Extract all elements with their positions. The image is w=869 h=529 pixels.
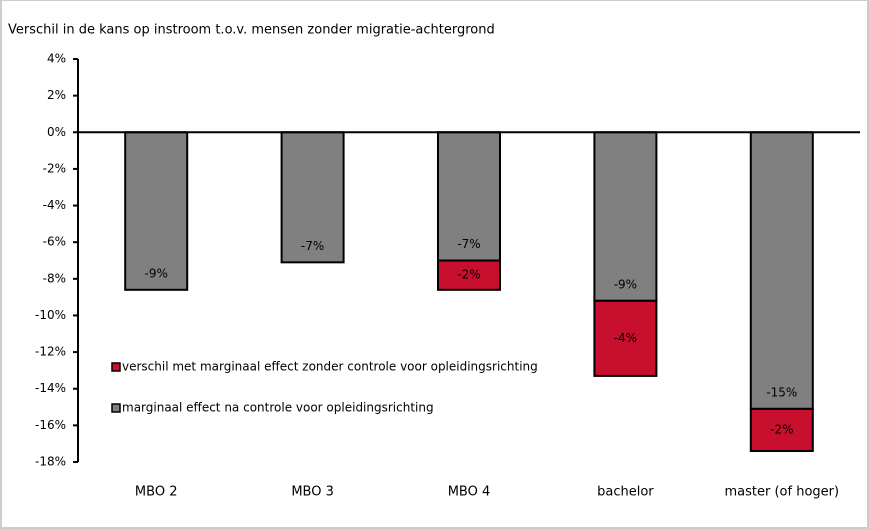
x-tick-label: MBO 3: [291, 485, 334, 500]
bar-segment: [749, 407, 814, 453]
y-tick-label: 0%: [47, 125, 66, 139]
bar-segment: [437, 259, 501, 291]
y-tick-label: -4%: [43, 198, 66, 212]
value-label: -2%: [457, 268, 480, 282]
bar-segment: [437, 131, 501, 262]
y-tick-label: -10%: [35, 308, 66, 322]
legend-swatch: [111, 403, 121, 413]
legend-swatch: [111, 362, 121, 372]
x-tick-label: MBO 4: [448, 485, 491, 500]
y-tick-label: -2%: [43, 161, 66, 175]
value-label: -9%: [145, 266, 168, 280]
value-label: -2%: [770, 422, 793, 436]
y-tick-label: -6%: [43, 235, 66, 249]
legend-label: verschil met marginaal effect zonder con…: [122, 360, 538, 374]
bar-segment: [749, 131, 814, 410]
y-tick-label: 2%: [47, 88, 66, 102]
x-tick-label: bachelor: [597, 485, 654, 500]
axis-title: Verschil in de kans op instroom t.o.v. m…: [8, 23, 495, 38]
value-label: -7%: [301, 239, 324, 253]
bar-segment: [124, 131, 189, 291]
value-label: -9%: [614, 277, 637, 291]
y-tick-label: -8%: [43, 271, 66, 285]
y-tick-label: -18%: [35, 455, 66, 469]
bar-segment: [280, 131, 345, 264]
y-tick-label: -16%: [35, 418, 66, 432]
y-tick-label: 4%: [47, 52, 66, 66]
x-tick-label: master (of hoger): [725, 485, 840, 500]
legend-label: marginaal effect na controle voor opleid…: [122, 401, 434, 415]
bar-segment: [593, 299, 658, 377]
y-tick-label: -12%: [35, 345, 66, 359]
x-tick-label: MBO 2: [135, 485, 178, 500]
value-label: -15%: [766, 385, 797, 399]
value-label: -7%: [457, 237, 480, 251]
bar-segment: [593, 131, 658, 302]
y-tick-label: -14%: [35, 381, 66, 395]
value-label: -4%: [614, 331, 637, 345]
